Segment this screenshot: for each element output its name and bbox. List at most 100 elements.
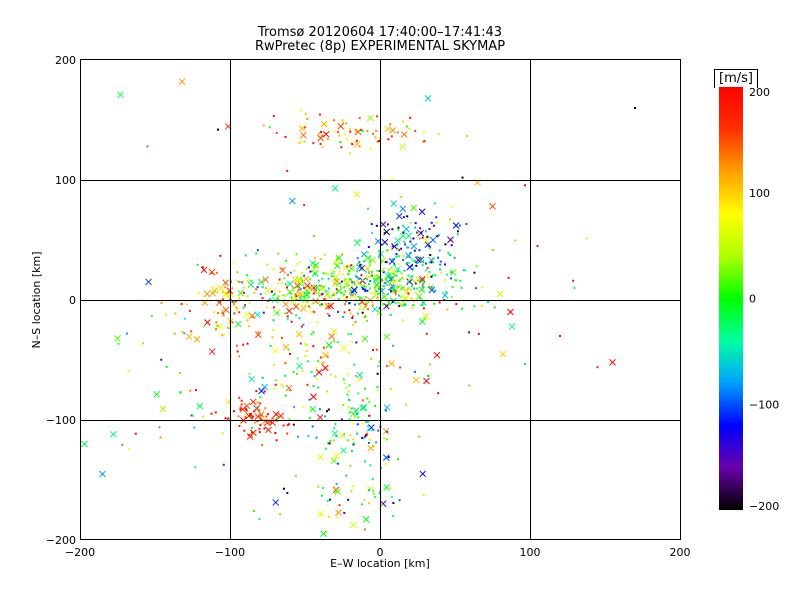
data-point-dot (376, 140, 379, 143)
data-point-dot (427, 286, 430, 289)
data-point-dot (294, 293, 297, 296)
data-point-dot (353, 416, 356, 419)
data-point-cross (423, 377, 430, 385)
data-point-dot (389, 285, 392, 288)
data-point-dot (422, 278, 425, 281)
data-point-dot (403, 269, 406, 272)
data-point-dot (473, 271, 476, 274)
y-tick-label: 100 (55, 174, 76, 187)
data-point-dot (391, 177, 394, 180)
data-point-dot (274, 432, 277, 435)
data-point-cross (359, 404, 366, 412)
data-point-dot (297, 288, 300, 291)
data-point-dot (321, 363, 324, 366)
data-point-dot (450, 271, 453, 274)
data-point-dot (414, 291, 417, 294)
data-point-dot (405, 125, 408, 128)
data-point-dot (248, 284, 251, 287)
data-point-dot (355, 139, 358, 142)
data-point-cross (399, 205, 407, 213)
data-point-cross (312, 297, 320, 305)
data-point-dot (363, 301, 366, 304)
data-point-cross (344, 279, 351, 287)
data-point-cross (322, 130, 330, 138)
data-point-dot (333, 427, 336, 430)
data-point-dot (366, 307, 369, 310)
data-point-dot (386, 430, 389, 433)
data-point-dot (219, 254, 222, 257)
data-point-dot (382, 303, 385, 306)
data-point-dot (357, 392, 360, 395)
data-point-dot (333, 270, 336, 273)
data-point-cross (327, 302, 335, 310)
data-point-cross (204, 319, 211, 326)
y-tick-label: −200 (46, 534, 76, 547)
data-point-dot (371, 231, 374, 234)
data-point-dot (448, 218, 451, 221)
data-point-dot (159, 436, 162, 439)
data-point-dot (349, 312, 352, 315)
data-point-dot (402, 255, 405, 258)
data-point-dot (326, 499, 329, 502)
data-point-dot (214, 411, 217, 414)
data-point-dot (368, 489, 371, 492)
data-point-dot (232, 261, 235, 264)
data-point-dot (295, 314, 298, 317)
data-point-cross (383, 333, 390, 341)
data-point-dot (286, 315, 289, 318)
data-point-dot (342, 315, 345, 318)
data-point-cross (382, 427, 390, 435)
x-tick-label: 100 (520, 546, 541, 559)
data-point-cross (356, 371, 364, 379)
data-point-dot (180, 302, 183, 305)
data-point-cross (333, 259, 340, 266)
data-point-dot (360, 274, 363, 277)
data-point-dot (364, 460, 367, 463)
data-point-dot (406, 215, 409, 218)
data-point-dot (308, 398, 311, 401)
data-point-dot (425, 317, 428, 320)
data-point-dot (402, 120, 405, 123)
data-point-dot (284, 135, 287, 138)
data-point-dot (412, 237, 415, 240)
data-point-cross (415, 293, 423, 300)
data-point-dot (416, 255, 419, 258)
data-point-dot (361, 422, 364, 425)
data-point-dot (262, 311, 265, 314)
data-point-dot (240, 399, 243, 402)
data-point-cross (367, 114, 374, 122)
data-point-dot (325, 290, 328, 293)
data-point-dot (318, 113, 321, 116)
data-point-dot (304, 342, 307, 345)
data-point-dot (230, 354, 233, 357)
data-point-dot (268, 126, 271, 129)
data-point-dot (158, 426, 161, 429)
data-point-cross (331, 185, 339, 192)
data-point-dot (269, 297, 272, 300)
data-point-cross (298, 125, 306, 132)
y-tick-label: −100 (46, 414, 76, 427)
data-point-dot (295, 295, 298, 298)
data-point-dot (335, 516, 338, 519)
data-point-dot (347, 272, 350, 275)
data-point-dot (361, 286, 364, 289)
data-point-cross (507, 308, 514, 316)
data-point-dot (438, 301, 441, 304)
data-point-dot (445, 273, 448, 276)
data-point-dot (324, 297, 327, 300)
data-point-dot (272, 294, 275, 297)
data-point-dot (460, 286, 463, 289)
data-point-dot (253, 291, 256, 294)
data-point-dot (322, 272, 325, 275)
data-point-cross (379, 221, 387, 228)
data-point-dot (391, 301, 394, 304)
data-point-dot (415, 262, 418, 265)
data-point-dot (450, 244, 453, 247)
data-point-dot (286, 432, 289, 435)
data-point-dot (414, 222, 417, 225)
data-point-dot (402, 258, 405, 261)
data-point-dot (354, 129, 357, 132)
data-point-dot (408, 127, 411, 130)
data-point-dot (364, 315, 367, 318)
data-point-dot (351, 143, 354, 146)
